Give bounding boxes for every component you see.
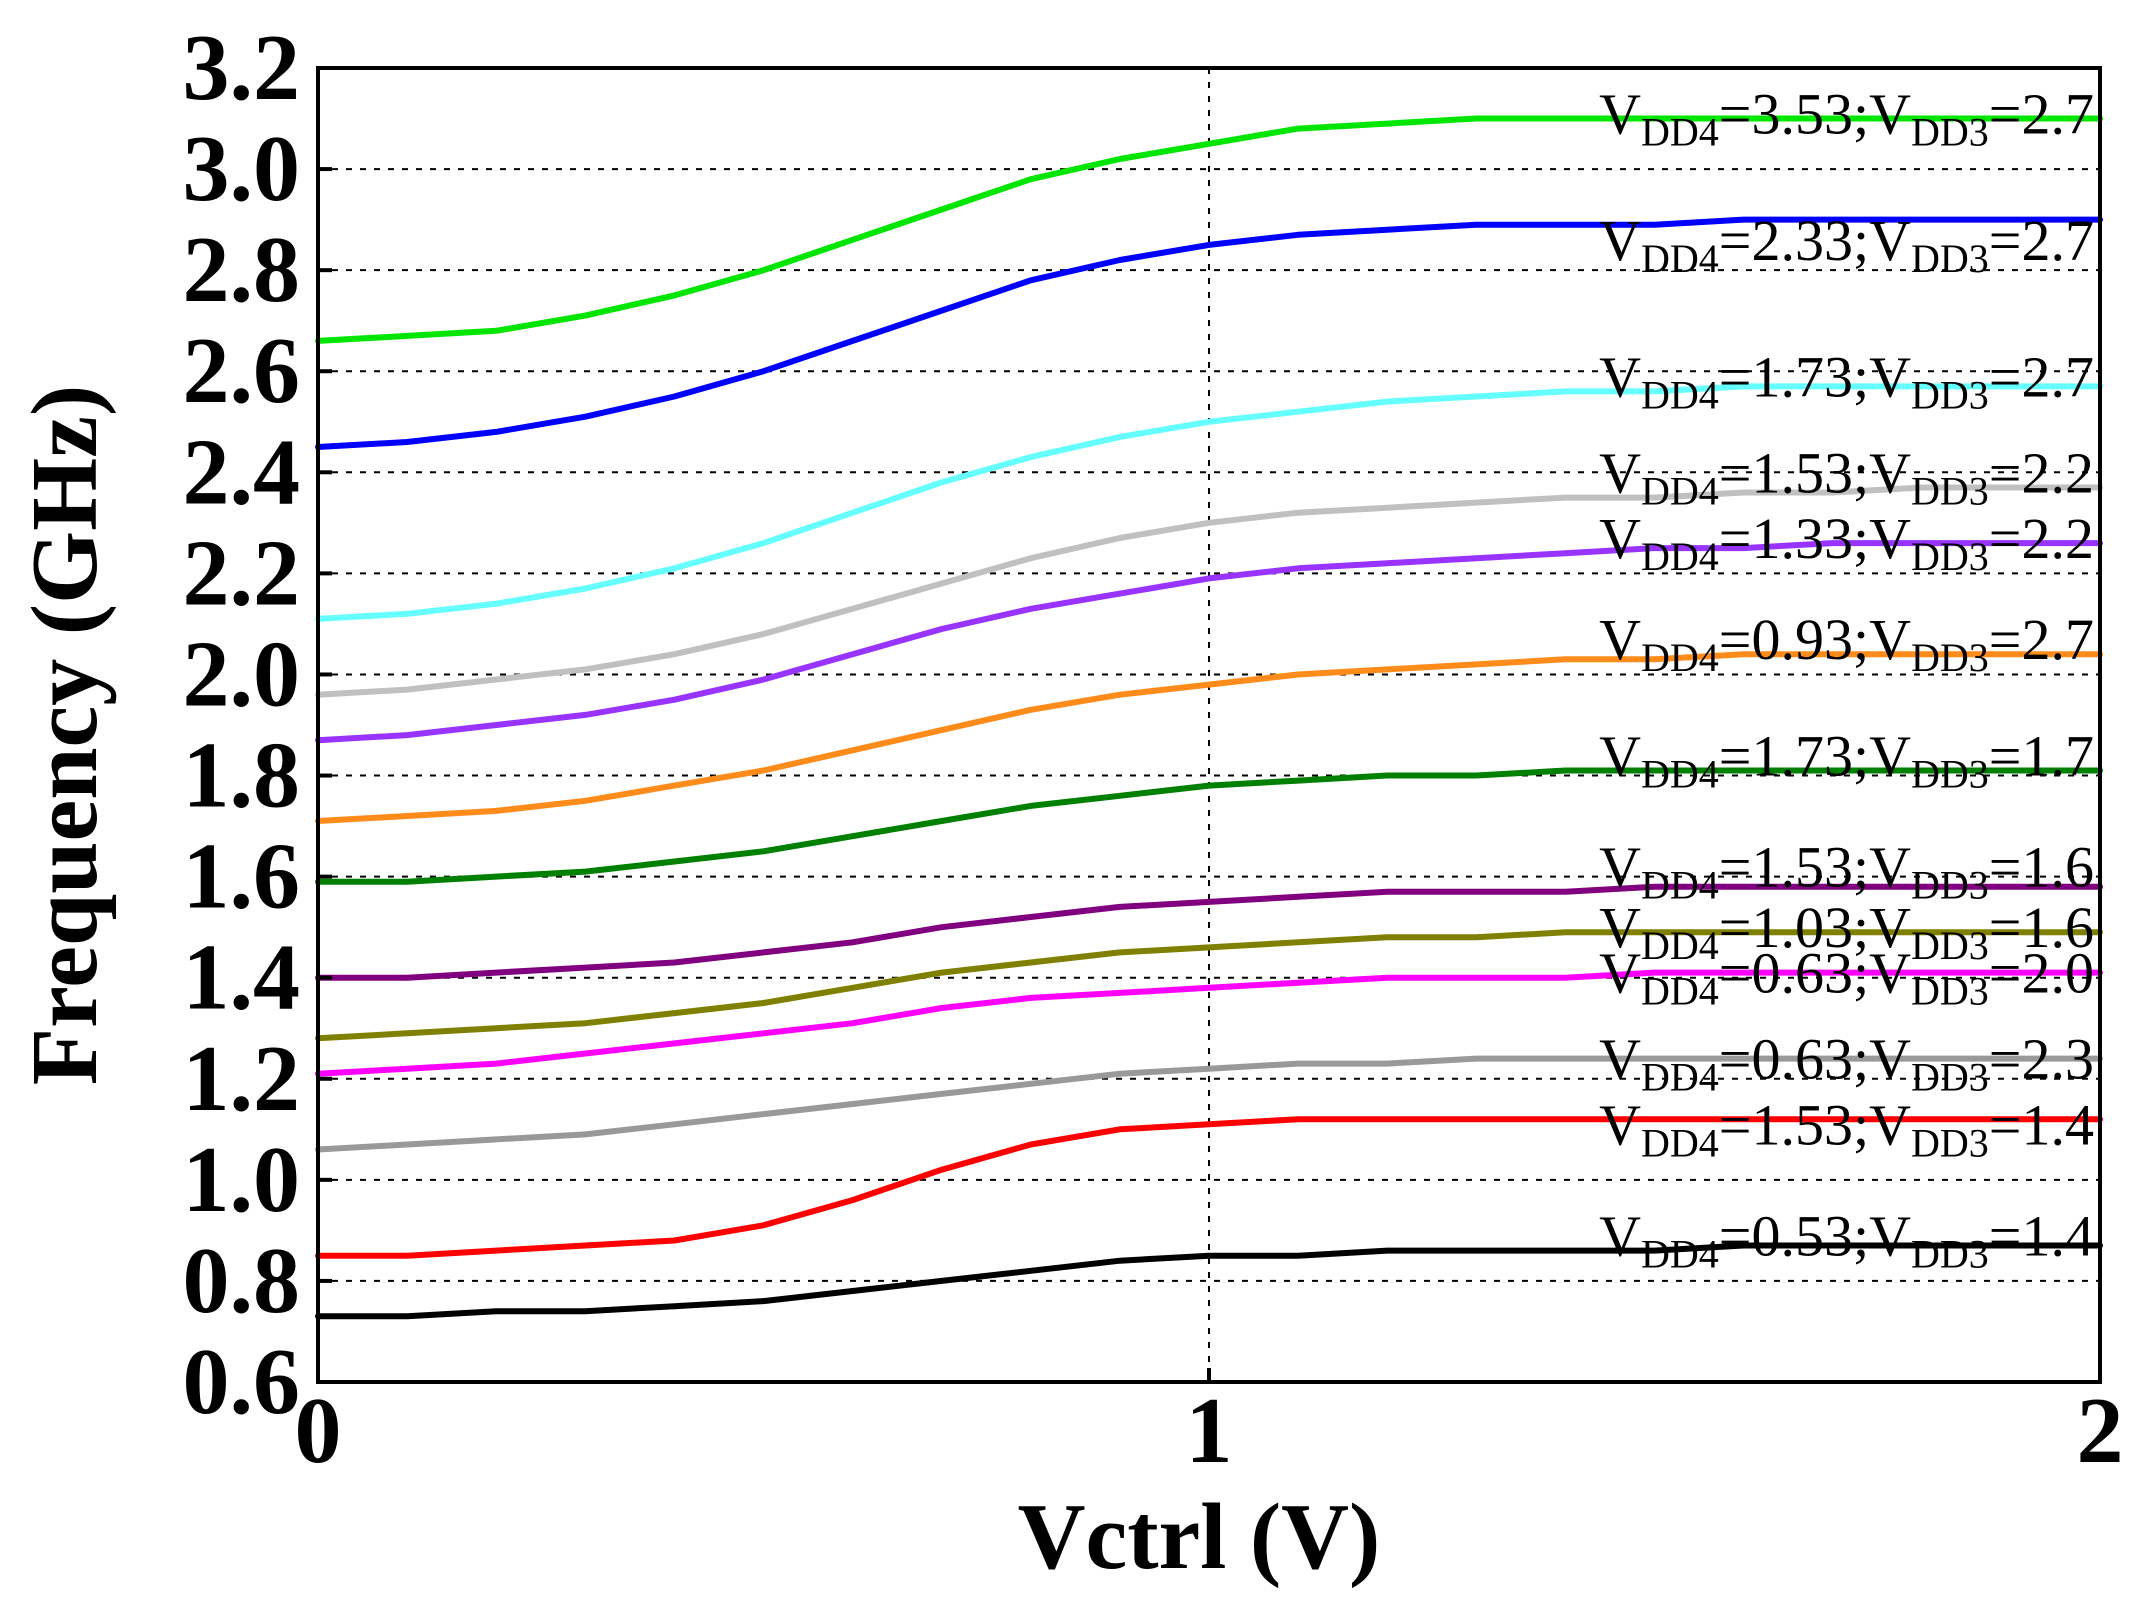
series-line-10 (315, 969, 2103, 1077)
y-axis-title: Frequency (GHz) (13, 385, 117, 1086)
series-label-4: VDD4=1.53;VDD3=2.2 (1599, 440, 2094, 513)
series-line-7 (315, 767, 2103, 885)
series-label-7: VDD4=1.73;VDD3=1.7 (1599, 723, 2094, 796)
series-label-12: VDD4=1.53;VDD3=1.4 (1599, 1092, 2094, 1165)
series-line-1 (315, 115, 2103, 344)
y-tick-label: 1.0 (183, 1128, 301, 1232)
series-label-11: VDD4=0.63;VDD3=2.3 (1599, 1027, 2094, 1100)
series-line-11 (315, 1055, 2103, 1153)
y-tick-label: 2.4 (183, 420, 301, 524)
series-labels: VDD4=3.53;VDD3=2.7 VDD4=2.33;VDD3=2.7 VDD4… (1599, 81, 2094, 1276)
series-label-3: VDD4=1.73;VDD3=2.7 (1599, 344, 2094, 417)
series-lines (315, 115, 2103, 1320)
x-tick-label: 2 (2077, 1379, 2124, 1483)
y-tick-label: 2.0 (183, 622, 301, 726)
series-label-10: VDD4=0.63;VDD3=2.0 (1599, 941, 2094, 1014)
x-tick-labels: 0 1 2 (295, 1379, 2124, 1483)
series-line-12 (315, 1116, 2103, 1259)
series-label-9: VDD4=1.03;VDD3=1.6 (1599, 895, 2094, 968)
series-label-2: VDD4=2.33;VDD3=2.7 (1599, 208, 2094, 281)
series-line-2 (315, 216, 2103, 450)
series-line-8 (315, 883, 2103, 981)
series-line-3 (315, 383, 2103, 622)
y-tick-label: 1.8 (183, 724, 301, 828)
y-tick-label: 0.8 (183, 1229, 301, 1333)
series-label-8: VDD4=1.53;VDD3=1.6 (1599, 835, 2094, 908)
grid-lines (318, 68, 2100, 1382)
series-label-13: VDD4=0.53;VDD3=1.4 (1599, 1203, 2094, 1276)
series-label-5: VDD4=1.33;VDD3=2.2 (1599, 506, 2094, 579)
y-tick-label: 1.2 (183, 1027, 301, 1131)
x-tick-label: 1 (1186, 1379, 1233, 1483)
y-tick-label: 2.8 (183, 218, 301, 322)
series-line-9 (315, 929, 2103, 1042)
y-tick-label: 2.2 (183, 521, 301, 625)
series-line-4 (315, 484, 2103, 698)
series-label-1: VDD4=3.53;VDD3=2.7 (1599, 81, 2094, 154)
y-tick-label: 3.0 (183, 117, 301, 221)
y-tick-label: 1.6 (183, 825, 301, 929)
series-line-6 (315, 651, 2103, 824)
series-label-6: VDD4=0.93;VDD3=2.7 (1599, 607, 2094, 680)
y-tick-label: 0.6 (183, 1330, 301, 1434)
x-tick-label: 0 (295, 1379, 342, 1483)
y-tick-label: 1.4 (183, 926, 301, 1030)
series-line-5 (315, 540, 2103, 744)
x-axis-title: Vctrl (V) (1018, 1485, 1381, 1589)
series-line-13 (315, 1242, 2103, 1320)
y-tick-labels: 0.60.81.01.21.41.61.82.02.22.42.62.83.03… (183, 16, 301, 1434)
y-tick-label: 2.6 (183, 319, 301, 423)
axis-ticks (316, 66, 2102, 1384)
y-tick-label: 3.2 (183, 16, 301, 120)
